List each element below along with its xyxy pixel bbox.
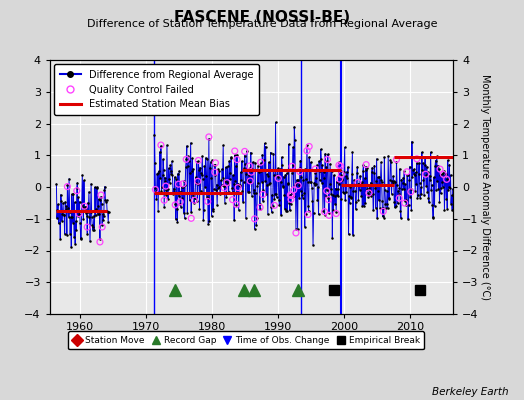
- Point: [392, 156, 401, 163]
- Point: [442, 176, 451, 182]
- Point: [407, 188, 415, 195]
- Point: [228, 196, 237, 203]
- Point: [174, 181, 183, 187]
- Point: [203, 198, 212, 205]
- Point: [335, 176, 344, 182]
- Point: [247, 169, 256, 175]
- Point: [80, 203, 89, 210]
- Point: [190, 197, 199, 204]
- Point: [223, 179, 231, 186]
- Point: [250, 216, 259, 222]
- Point: [332, 210, 341, 217]
- Point: [179, 181, 187, 187]
- Point: [256, 159, 265, 166]
- Text: Difference of Station Temperature Data from Regional Average: Difference of Station Temperature Data f…: [87, 19, 437, 29]
- Y-axis label: Monthly Temperature Anomaly Difference (°C): Monthly Temperature Anomaly Difference (…: [480, 74, 490, 300]
- Point: [194, 157, 203, 164]
- Point: [176, 199, 184, 205]
- Point: [436, 166, 444, 172]
- Point: [63, 183, 72, 190]
- Point: [336, 163, 345, 170]
- Point: [97, 192, 105, 198]
- Point: [287, 192, 296, 199]
- Point: [73, 188, 81, 194]
- Point: [245, 163, 254, 169]
- Point: [379, 208, 387, 214]
- Point: [246, 178, 254, 184]
- Point: [98, 224, 106, 230]
- Point: [421, 171, 430, 178]
- Legend: Difference from Regional Average, Quality Control Failed, Estimated Station Mean: Difference from Regional Average, Qualit…: [53, 64, 259, 115]
- Point: [286, 192, 294, 198]
- Point: [292, 230, 300, 236]
- Point: [288, 163, 296, 170]
- Point: [234, 184, 242, 191]
- Point: [365, 190, 373, 196]
- Point: [162, 183, 170, 189]
- Point: [211, 169, 219, 176]
- Point: [75, 210, 83, 217]
- Point: [323, 188, 331, 194]
- Point: [274, 175, 282, 182]
- Point: [354, 179, 362, 186]
- Point: [157, 142, 165, 148]
- Point: [294, 182, 302, 189]
- Point: [303, 148, 311, 154]
- Point: [320, 208, 329, 215]
- Point: [231, 148, 239, 154]
- Point: [241, 148, 249, 154]
- Point: [400, 200, 409, 206]
- Point: [194, 178, 202, 184]
- Point: [232, 201, 241, 208]
- Point: [290, 187, 298, 193]
- Point: [337, 171, 345, 178]
- Point: [187, 215, 195, 222]
- Point: [311, 166, 320, 172]
- Point: [205, 134, 213, 140]
- Point: [395, 195, 403, 201]
- Point: [160, 197, 168, 204]
- Point: [324, 196, 333, 203]
- Point: [270, 202, 279, 208]
- Point: [325, 212, 333, 218]
- Point: [305, 143, 313, 150]
- Point: [413, 156, 421, 162]
- Point: [171, 202, 179, 208]
- Point: [182, 156, 190, 162]
- Point: [287, 196, 295, 203]
- Legend: Station Move, Record Gap, Time of Obs. Change, Empirical Break: Station Move, Record Gap, Time of Obs. C…: [68, 332, 424, 350]
- Point: [439, 171, 447, 178]
- Point: [259, 191, 267, 198]
- Point: [220, 185, 228, 191]
- Text: Berkeley Earth: Berkeley Earth: [432, 387, 508, 397]
- Point: [296, 168, 304, 175]
- Point: [335, 162, 343, 168]
- Point: [256, 204, 264, 210]
- Text: FASCENE (NOSSI-BE): FASCENE (NOSSI-BE): [174, 10, 350, 25]
- Point: [211, 160, 220, 166]
- Point: [83, 224, 92, 230]
- Point: [403, 168, 411, 175]
- Point: [362, 162, 370, 168]
- Point: [304, 211, 312, 218]
- Point: [151, 186, 160, 193]
- Point: [96, 239, 104, 245]
- Point: [323, 156, 332, 163]
- Point: [233, 156, 241, 163]
